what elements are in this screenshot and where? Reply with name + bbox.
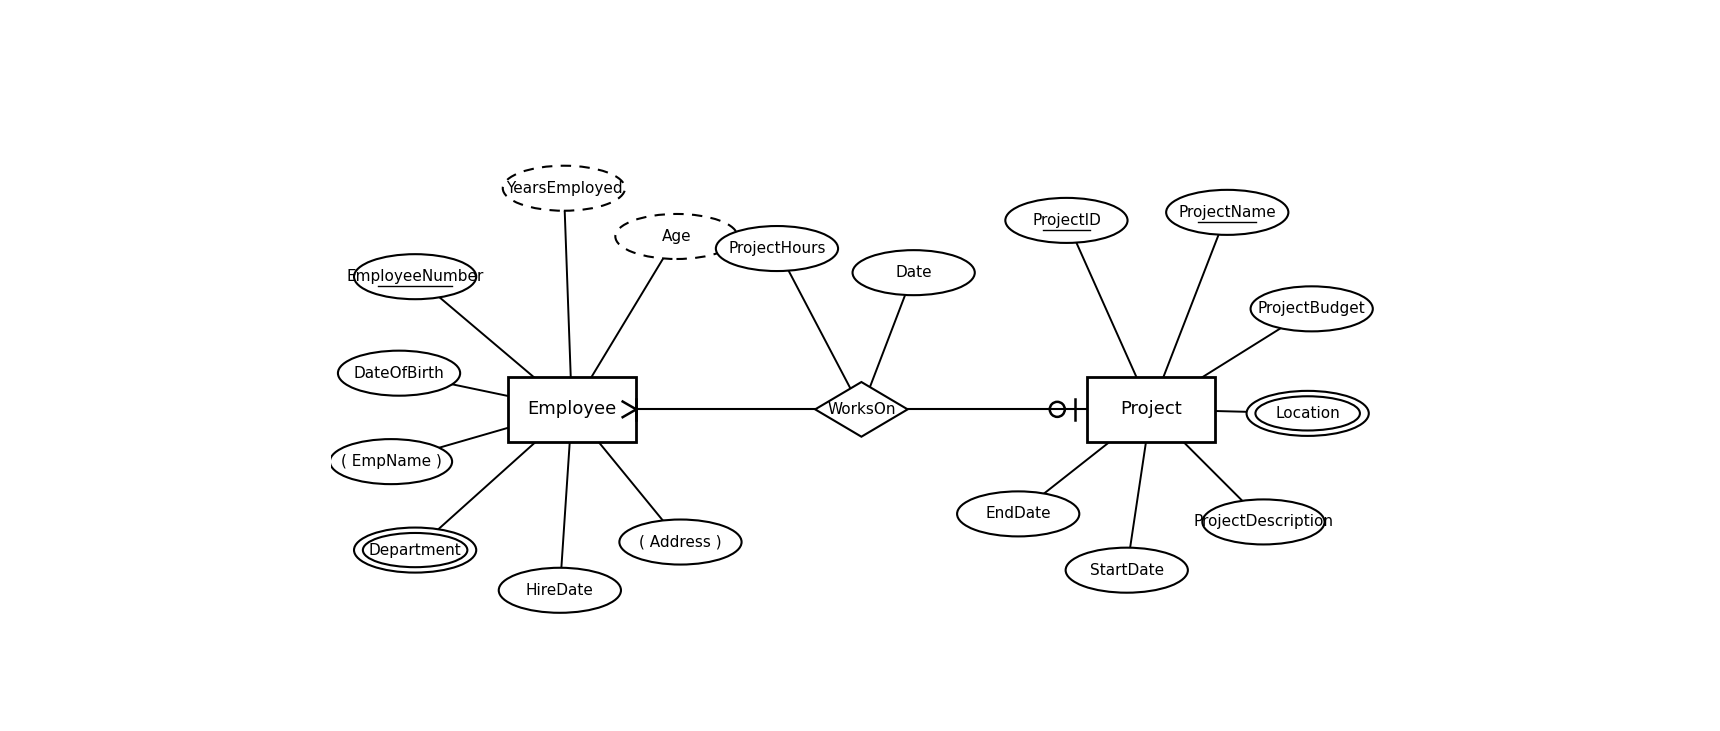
Ellipse shape [1166, 190, 1288, 235]
Ellipse shape [499, 568, 621, 613]
Ellipse shape [619, 520, 741, 564]
Ellipse shape [616, 214, 738, 259]
Text: EndDate: EndDate [986, 507, 1051, 521]
Text: ProjectName: ProjectName [1178, 205, 1276, 220]
Text: HireDate: HireDate [526, 583, 593, 598]
Ellipse shape [1004, 198, 1128, 243]
Text: YearsEmployed: YearsEmployed [506, 181, 623, 196]
Text: ( Address ): ( Address ) [640, 534, 722, 550]
Text: Age: Age [662, 229, 691, 244]
Text: DateOfBirth: DateOfBirth [354, 366, 444, 381]
Ellipse shape [1202, 499, 1324, 545]
Text: EmployeeNumber: EmployeeNumber [346, 269, 483, 284]
Text: ProjectHours: ProjectHours [728, 241, 826, 256]
Ellipse shape [337, 351, 461, 395]
Text: Project: Project [1120, 401, 1182, 418]
Text: Location: Location [1275, 406, 1340, 421]
Ellipse shape [330, 439, 452, 484]
Ellipse shape [1066, 548, 1189, 593]
Polygon shape [815, 382, 908, 436]
Text: Department: Department [368, 542, 461, 558]
Bar [507, 377, 636, 442]
Ellipse shape [502, 166, 624, 211]
Text: WorksOn: WorksOn [827, 402, 896, 417]
Text: Date: Date [896, 265, 932, 280]
Text: ( EmpName ): ( EmpName ) [341, 454, 442, 469]
Text: Employee: Employee [528, 401, 616, 418]
Ellipse shape [956, 491, 1080, 537]
Ellipse shape [1247, 391, 1369, 436]
Ellipse shape [354, 528, 476, 572]
Ellipse shape [1250, 287, 1373, 331]
Text: ProjectID: ProjectID [1032, 213, 1101, 228]
Text: ProjectBudget: ProjectBudget [1257, 301, 1366, 317]
Ellipse shape [716, 226, 838, 271]
Text: StartDate: StartDate [1090, 563, 1164, 577]
Bar [1087, 377, 1216, 442]
Text: ProjectDescription: ProjectDescription [1194, 515, 1333, 529]
Ellipse shape [853, 250, 975, 295]
Ellipse shape [354, 254, 476, 299]
